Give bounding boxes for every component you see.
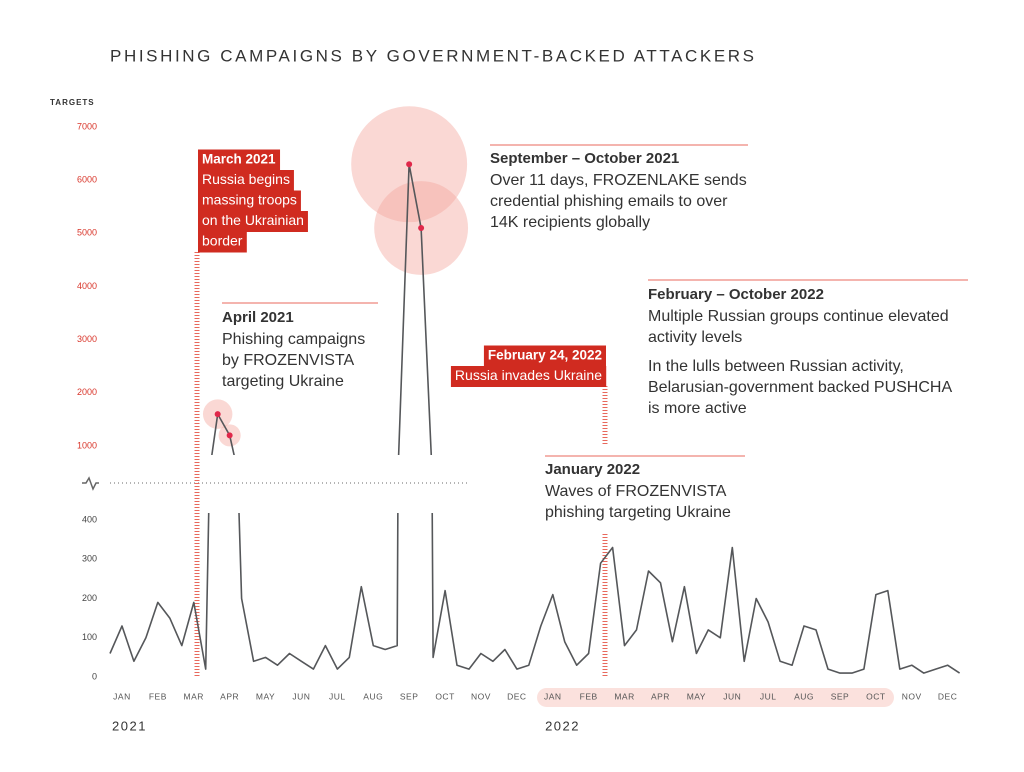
x-tick-label: OCT (435, 691, 454, 701)
x-tick-label: JUL (329, 691, 346, 701)
annotation-text: by FROZENVISTA (222, 352, 354, 369)
annotation-title: March 2021 (202, 152, 276, 167)
x-tick-label: MAR (184, 691, 204, 701)
x-tick-label: OCT (866, 691, 885, 701)
annotation-title: April 2021 (222, 309, 294, 326)
annotation-text: In the lulls between Russian activity, (648, 358, 904, 375)
x-tick-label: AUG (794, 691, 814, 701)
x-tick-label: JUN (723, 691, 741, 701)
annotation-text: activity levels (648, 329, 742, 346)
annotation-box (198, 149, 281, 171)
x-tick-label: AUG (363, 691, 383, 701)
annotation-text: Waves of FROZENVISTA (545, 483, 727, 500)
x-tick-label: FEB (149, 691, 167, 701)
year-label: 2022 (545, 718, 580, 733)
annotation-title: September – October 2021 (490, 150, 679, 167)
annotation-box (450, 366, 607, 387)
annotation-box (198, 231, 247, 253)
highlight-period (537, 688, 894, 707)
x-tick-label: NOV (471, 691, 491, 701)
y-tick-label: 5000 (77, 228, 97, 238)
annotation-text: is more active (648, 400, 747, 417)
y-tick-label: 7000 (77, 121, 97, 131)
chart-title: PHISHING CAMPAIGNS BY GOVERNMENT-BACKED … (110, 46, 757, 65)
y-tick-label: 4000 (77, 281, 97, 291)
annotation-text: Over 11 days, FROZENLAKE sends (490, 172, 747, 189)
annotation-text: phishing targeting Ukraine (545, 504, 731, 521)
annotation-text: 14K recipients globally (490, 214, 650, 231)
annotation-box (198, 170, 294, 191)
peak-dot (214, 411, 221, 418)
peak-dot (418, 225, 425, 232)
y-tick-label: 200 (82, 593, 97, 603)
y-tick-label: 400 (82, 514, 97, 524)
x-tick-label: MAY (256, 691, 275, 701)
y-tick-label: 3000 (77, 334, 97, 344)
x-tick-label: JAN (113, 691, 131, 701)
annotation-box (483, 345, 606, 367)
annotation-text: targeting Ukraine (222, 373, 344, 390)
x-tick-label: SEP (400, 691, 419, 701)
annotation-text: Russia begins (202, 171, 290, 187)
y-tick-label: 1000 (77, 440, 97, 450)
y-axis-label: TARGETS (50, 98, 95, 107)
x-tick-label: JUL (760, 691, 777, 701)
annotation-text: border (202, 233, 243, 249)
break-symbol (82, 476, 99, 491)
annotation-text: Belarusian-government backed PUSHCHA (648, 379, 952, 396)
y-tick-label: 300 (82, 554, 97, 564)
peak-dot (226, 432, 233, 439)
y-tick-label: 6000 (77, 175, 97, 185)
annotation-title: January 2022 (545, 461, 640, 478)
x-tick-label: SEP (831, 691, 850, 701)
annotation-text: credential phishing emails to over (490, 193, 728, 210)
x-tick-label: DEC (938, 691, 957, 701)
x-tick-label: NOV (902, 691, 922, 701)
annotation-text: on the Ukrainian (202, 212, 304, 228)
annotation-box (198, 190, 301, 212)
x-tick-label: APR (220, 691, 239, 701)
annotation-text: Russia invades Ukraine (455, 367, 602, 383)
peak-dot (406, 161, 413, 168)
x-tick-label: FEB (580, 691, 598, 701)
annotation-text: Multiple Russian groups continue elevate… (648, 308, 949, 325)
year-label: 2021 (112, 718, 147, 733)
x-tick-label: JUN (292, 691, 310, 701)
y-tick-label: 2000 (77, 387, 97, 397)
series-line (109, 513, 961, 674)
x-tick-label: DEC (507, 691, 526, 701)
x-tick-label: JAN (544, 691, 562, 701)
x-tick-label: APR (651, 691, 670, 701)
annotation-text: Phishing campaigns (222, 331, 365, 348)
y-tick-label: 100 (82, 632, 97, 642)
annotation-text: massing troops (202, 192, 297, 208)
annotation-title: February 24, 2022 (488, 348, 602, 363)
x-tick-label: MAY (687, 691, 706, 701)
annotation-title: February – October 2022 (648, 286, 824, 303)
x-tick-label: MAR (614, 691, 634, 701)
annotation-box (198, 211, 308, 232)
y-tick-label: 0 (92, 671, 97, 681)
